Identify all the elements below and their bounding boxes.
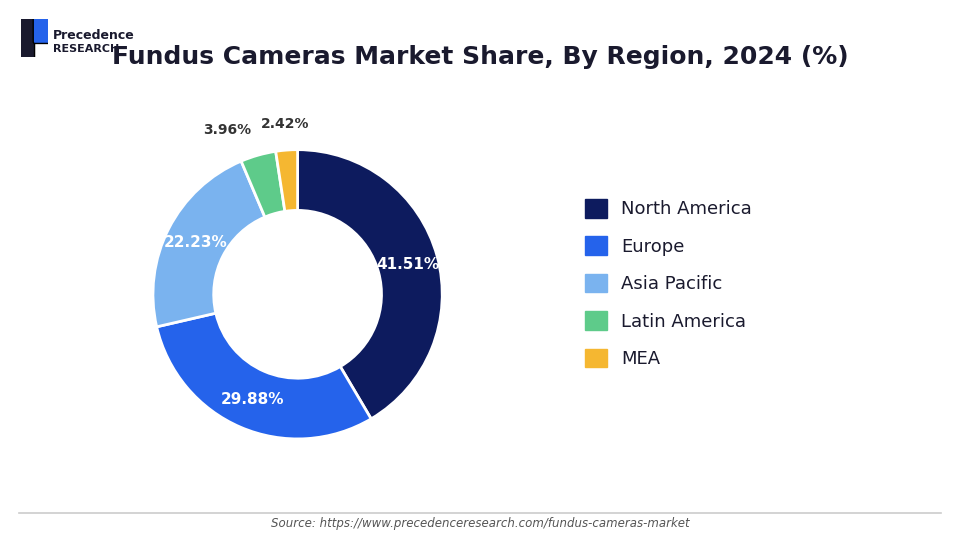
Wedge shape <box>298 150 443 419</box>
Text: Fundus Cameras Market Share, By Region, 2024 (%): Fundus Cameras Market Share, By Region, … <box>111 45 849 69</box>
Text: RESEARCH: RESEARCH <box>53 44 119 53</box>
Text: 41.51%: 41.51% <box>376 256 440 272</box>
Text: Source: https://www.precedenceresearch.com/fundus-cameras-market: Source: https://www.precedenceresearch.c… <box>271 517 689 530</box>
Text: 29.88%: 29.88% <box>221 392 284 407</box>
Text: Precedence: Precedence <box>53 29 134 42</box>
Wedge shape <box>153 161 265 327</box>
Text: 22.23%: 22.23% <box>164 235 228 250</box>
Wedge shape <box>156 313 372 439</box>
Text: 3.96%: 3.96% <box>203 123 251 137</box>
FancyBboxPatch shape <box>34 17 49 43</box>
Wedge shape <box>276 150 298 211</box>
FancyBboxPatch shape <box>20 17 35 58</box>
Legend: North America, Europe, Asia Pacific, Latin America, MEA: North America, Europe, Asia Pacific, Lat… <box>585 199 752 368</box>
Wedge shape <box>241 151 285 217</box>
Text: 2.42%: 2.42% <box>260 117 309 131</box>
